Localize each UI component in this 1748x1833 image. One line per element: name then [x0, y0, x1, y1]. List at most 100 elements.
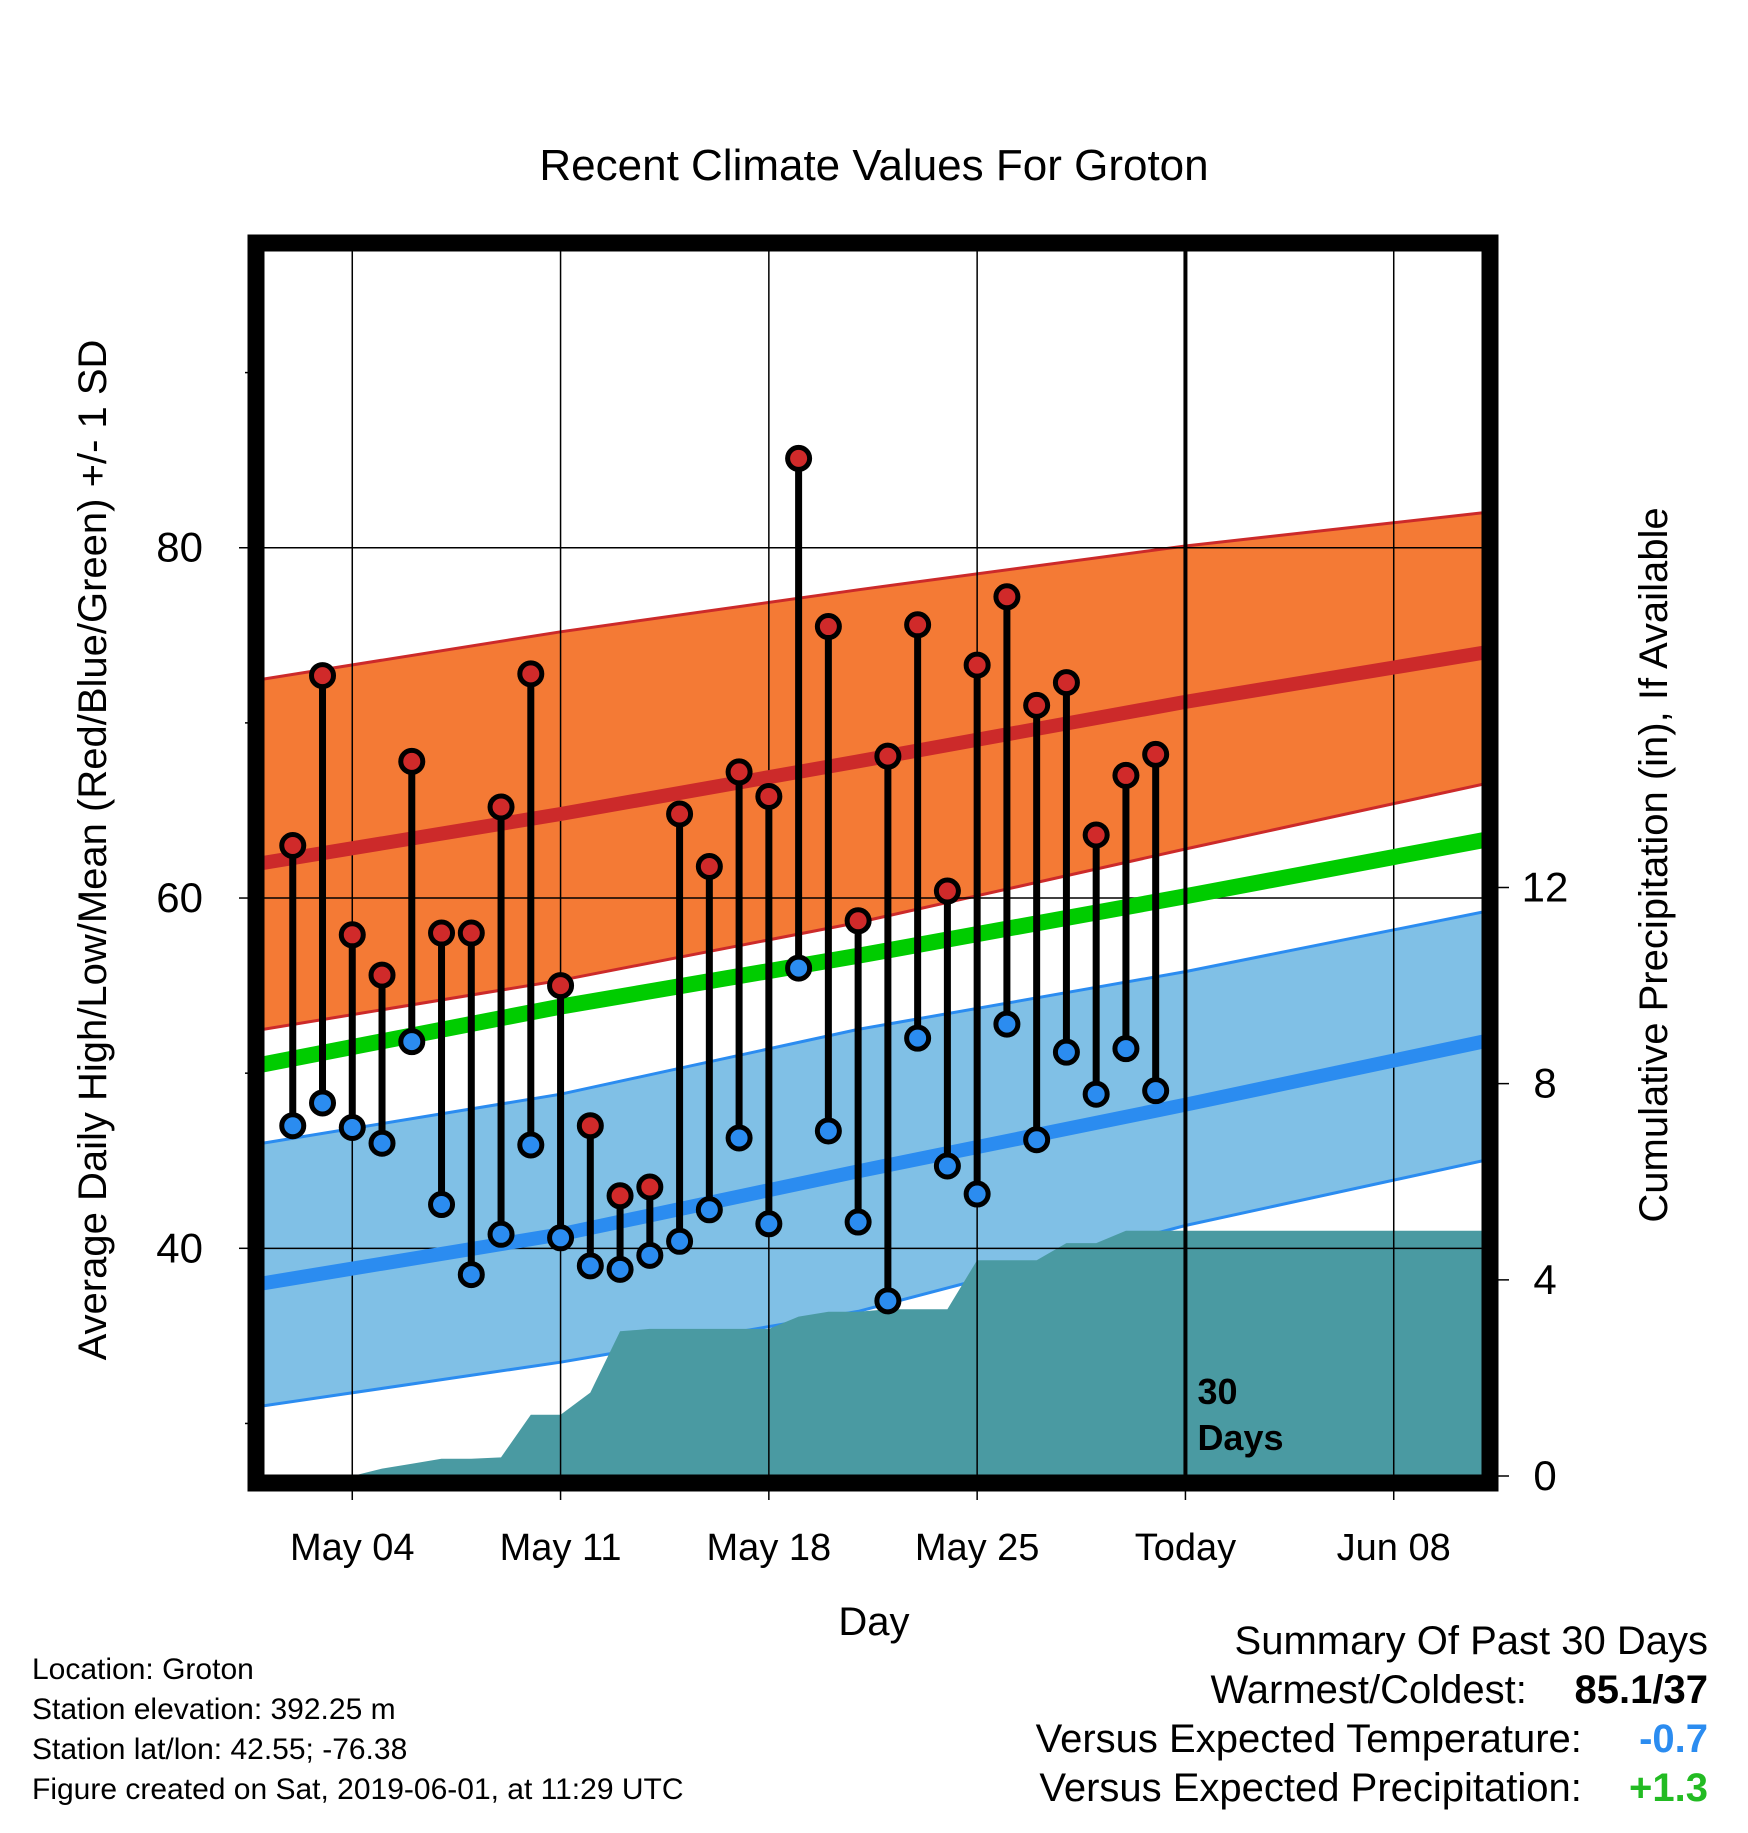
low-point	[666, 1227, 694, 1255]
low-point	[457, 1261, 485, 1289]
high-point	[963, 651, 991, 679]
low-point	[814, 1117, 842, 1145]
high-point	[309, 662, 337, 690]
station-elevation: Station elevation: 392.25 m	[32, 1693, 396, 1726]
x-tick-label: May 25	[915, 1527, 1040, 1569]
high-sd-band	[263, 512, 1483, 1030]
temp-value: -0.7	[1639, 1717, 1708, 1761]
low-point	[636, 1241, 664, 1269]
high-point	[398, 747, 426, 775]
high-point	[1052, 669, 1080, 697]
high-normal-line	[263, 645, 1483, 870]
y-right-tick-label: 12	[1522, 864, 1569, 911]
y-right-tick-label: 0	[1533, 1452, 1556, 1499]
high-point	[874, 742, 902, 770]
high-point	[606, 1182, 634, 1210]
low-point	[844, 1208, 872, 1236]
low-point	[517, 1131, 545, 1159]
summary-precip-row: Versus Expected Precipitation: +1.3	[808, 1764, 1708, 1813]
high-point	[725, 758, 753, 786]
low-point	[309, 1089, 337, 1117]
precip-value: +1.3	[1629, 1766, 1708, 1810]
high-point	[844, 907, 872, 935]
low-point	[279, 1112, 307, 1140]
summary-title: Summary Of Past 30 Days	[1234, 1619, 1708, 1663]
figure-created: Figure created on Sat, 2019-06-01, at 11…	[32, 1773, 684, 1806]
low-point	[933, 1152, 961, 1180]
y-axis-right-label: Cumulative Precipitation (in), If Availa…	[1632, 507, 1676, 1222]
x-tick-label: May 18	[707, 1527, 832, 1569]
low-sd-band	[263, 912, 1483, 1406]
low-point	[428, 1191, 456, 1219]
high-point	[279, 831, 307, 859]
precip-label: Versus Expected Precipitation:	[1039, 1766, 1582, 1810]
low-point	[993, 1010, 1021, 1038]
low-point	[338, 1113, 366, 1141]
low-point	[725, 1124, 753, 1152]
high-point	[547, 972, 575, 1000]
y-right-tick-label: 8	[1533, 1060, 1556, 1107]
station-latlon: Station lat/lon: 42.55; -76.38	[32, 1733, 408, 1766]
low-point	[785, 954, 813, 982]
warmest-label: Warmest/Coldest:	[1210, 1668, 1527, 1712]
summary-temp-row: Versus Expected Temperature: -0.7	[808, 1715, 1708, 1764]
low-point	[576, 1252, 604, 1280]
high-point	[487, 793, 515, 821]
high-upper-edge	[263, 511, 1483, 681]
summary-warmest-row: Warmest/Coldest: 85.1/37	[808, 1666, 1709, 1715]
y-left-tick-label: 40	[156, 1224, 203, 1271]
low-point	[695, 1196, 723, 1224]
high-point	[517, 660, 545, 688]
summary-panel: Summary Of Past 30 Days Warmest/Coldest:…	[808, 1617, 1708, 1813]
station-location: Location: Groton	[32, 1653, 254, 1686]
low-point	[1112, 1035, 1140, 1063]
high-point	[1142, 740, 1170, 768]
x-tick-label: May 04	[290, 1527, 415, 1569]
high-point	[993, 583, 1021, 611]
high-point	[785, 444, 813, 472]
low-point	[368, 1129, 396, 1157]
high-point	[695, 853, 723, 881]
high-point	[576, 1112, 604, 1140]
low-lower-edge	[263, 1159, 1483, 1408]
high-point	[904, 611, 932, 639]
low-point	[547, 1224, 575, 1252]
high-point	[755, 782, 783, 810]
y-axis-left-label: Average Daily High/Low/Mean (Red/Blue/Gr…	[71, 340, 115, 1361]
high-point	[457, 919, 485, 947]
low-point	[487, 1220, 515, 1248]
low-point	[606, 1255, 634, 1283]
x-tick-label: Jun 08	[1337, 1527, 1451, 1569]
high-point	[933, 877, 961, 905]
low-point	[904, 1024, 932, 1052]
today-days-label: Days	[1197, 1417, 1283, 1458]
high-point	[636, 1173, 664, 1201]
y-left-tick-label: 80	[156, 524, 203, 571]
warmest-value: 85.1/37	[1574, 1668, 1708, 1712]
low-point	[963, 1180, 991, 1208]
high-point	[814, 613, 842, 641]
temp-label: Versus Expected Temperature:	[1035, 1717, 1582, 1761]
today-days-number: 30	[1197, 1371, 1237, 1412]
low-point	[874, 1287, 902, 1315]
station-info: Location: Groton Station elevation: 392.…	[32, 1650, 684, 1810]
plot-frame	[247, 234, 1499, 1492]
high-point	[1023, 691, 1051, 719]
high-point	[666, 800, 694, 828]
low-point	[1052, 1038, 1080, 1066]
low-point	[1082, 1080, 1110, 1108]
x-axis-label: Day	[838, 1600, 909, 1644]
low-point	[398, 1028, 426, 1056]
y-left-tick-label: 60	[156, 874, 203, 921]
x-tick-label: May 11	[500, 1527, 622, 1569]
high-point	[368, 961, 396, 989]
high-point	[1082, 821, 1110, 849]
low-point	[755, 1210, 783, 1238]
x-tick-label: Today	[1135, 1527, 1236, 1569]
low-point	[1142, 1077, 1170, 1105]
high-point	[1112, 761, 1140, 789]
chart-title: Recent Climate Values For Groton	[539, 141, 1208, 190]
precip-area	[263, 1230, 1483, 1476]
